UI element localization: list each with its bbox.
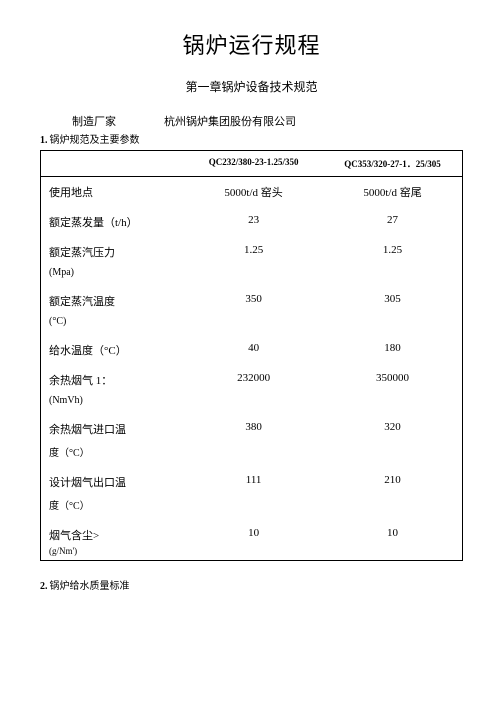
- manufacturer-value: 杭州锅炉集团股份有限公司: [164, 113, 296, 129]
- table-row: 余热烟气 1： 232000 350000: [41, 365, 462, 395]
- unit-row: 度（°C）: [41, 444, 462, 467]
- value-cell: 380: [184, 414, 323, 444]
- unit-row: (Mpa): [41, 267, 462, 286]
- section-2-text: 锅炉给水质量标准: [50, 581, 130, 592]
- section-1-text: 锅炉规范及主要参数: [50, 135, 140, 146]
- value-cell: 10: [184, 520, 323, 546]
- param-cell: 使用地点: [41, 177, 184, 208]
- unit-cell: (g/Nm'): [41, 546, 184, 560]
- section-2-number: 2.: [40, 581, 48, 592]
- table-header-row: QC232/380-23-1.25/350 QC353/320-27-1．25/…: [41, 151, 462, 177]
- table-row: 额定蒸发量（t/h） 23 27: [41, 207, 462, 237]
- unit-row: 度（°C）: [41, 497, 462, 520]
- param-cell: 给水温度（°C）: [41, 335, 184, 365]
- unit-cell: (NmVh): [41, 395, 184, 414]
- value-cell: 40: [184, 335, 323, 365]
- section-1-label: 1.锅炉规范及主要参数: [40, 131, 463, 146]
- table-row: 额定蒸汽压力 1.25 1.25: [41, 237, 462, 267]
- value-cell: 232000: [184, 365, 323, 395]
- value-cell: 350000: [323, 365, 462, 395]
- value-cell: 27: [323, 207, 462, 237]
- spec-table-wrap: QC232/380-23-1.25/350 QC353/320-27-1．25/…: [40, 150, 463, 561]
- value-cell: 1.25: [323, 237, 462, 267]
- document-title: 锅炉运行规程: [40, 28, 463, 60]
- unit-row: (°C): [41, 316, 462, 335]
- value-cell: 350: [184, 286, 323, 316]
- unit-row: (NmVh): [41, 395, 462, 414]
- table-row: 使用地点 5000t/d 窑头 5000t/d 窑尾: [41, 177, 462, 208]
- section-1-number: 1.: [40, 135, 48, 146]
- header-model-a: QC232/380-23-1.25/350: [184, 151, 323, 177]
- value-cell: 5000t/d 窑尾: [323, 177, 462, 208]
- value-cell: 111: [184, 467, 323, 497]
- chapter-heading: 第一章锅炉设备技术规范: [40, 78, 463, 95]
- table-row: 额定蒸汽温度 350 305: [41, 286, 462, 316]
- manufacturer-label: 制造厂家: [72, 113, 116, 129]
- unit-cell: 度（°C）: [41, 497, 184, 520]
- header-model-b: QC353/320-27-1．25/305: [323, 151, 462, 177]
- param-cell: 额定蒸汽温度: [41, 286, 184, 316]
- value-cell: 180: [323, 335, 462, 365]
- value-cell: 320: [323, 414, 462, 444]
- unit-cell: 度（°C）: [41, 444, 184, 467]
- table-row: 烟气含尘> 10 10: [41, 520, 462, 546]
- document-page: 锅炉运行规程 第一章锅炉设备技术规范 制造厂家 杭州锅炉集团股份有限公司 1.锅…: [0, 0, 503, 612]
- unit-cell: (Mpa): [41, 267, 184, 286]
- value-cell: 210: [323, 467, 462, 497]
- unit-cell: (°C): [41, 316, 184, 335]
- param-cell: 设计烟气出口温: [41, 467, 184, 497]
- value-cell: 5000t/d 窑头: [184, 177, 323, 208]
- spec-table: QC232/380-23-1.25/350 QC353/320-27-1．25/…: [41, 150, 462, 560]
- param-cell: 余热烟气进口温: [41, 414, 184, 444]
- unit-row: (g/Nm'): [41, 546, 462, 560]
- value-cell: 305: [323, 286, 462, 316]
- table-row: 余热烟气进口温 380 320: [41, 414, 462, 444]
- param-cell: 余热烟气 1：: [41, 365, 184, 395]
- param-cell: 额定蒸发量（t/h）: [41, 207, 184, 237]
- param-cell: 额定蒸汽压力: [41, 237, 184, 267]
- table-body: 使用地点 5000t/d 窑头 5000t/d 窑尾 额定蒸发量（t/h） 23…: [41, 177, 462, 561]
- header-param: [41, 151, 184, 177]
- value-cell: 1.25: [184, 237, 323, 267]
- param-cell: 烟气含尘>: [41, 520, 184, 546]
- value-cell: 10: [323, 520, 462, 546]
- table-row: 给水温度（°C） 40 180: [41, 335, 462, 365]
- table-row: 设计烟气出口温 111 210: [41, 467, 462, 497]
- manufacturer-row: 制造厂家 杭州锅炉集团股份有限公司: [40, 113, 463, 129]
- section-2-label: 2.锅炉给水质量标准: [40, 577, 463, 592]
- value-cell: 23: [184, 207, 323, 237]
